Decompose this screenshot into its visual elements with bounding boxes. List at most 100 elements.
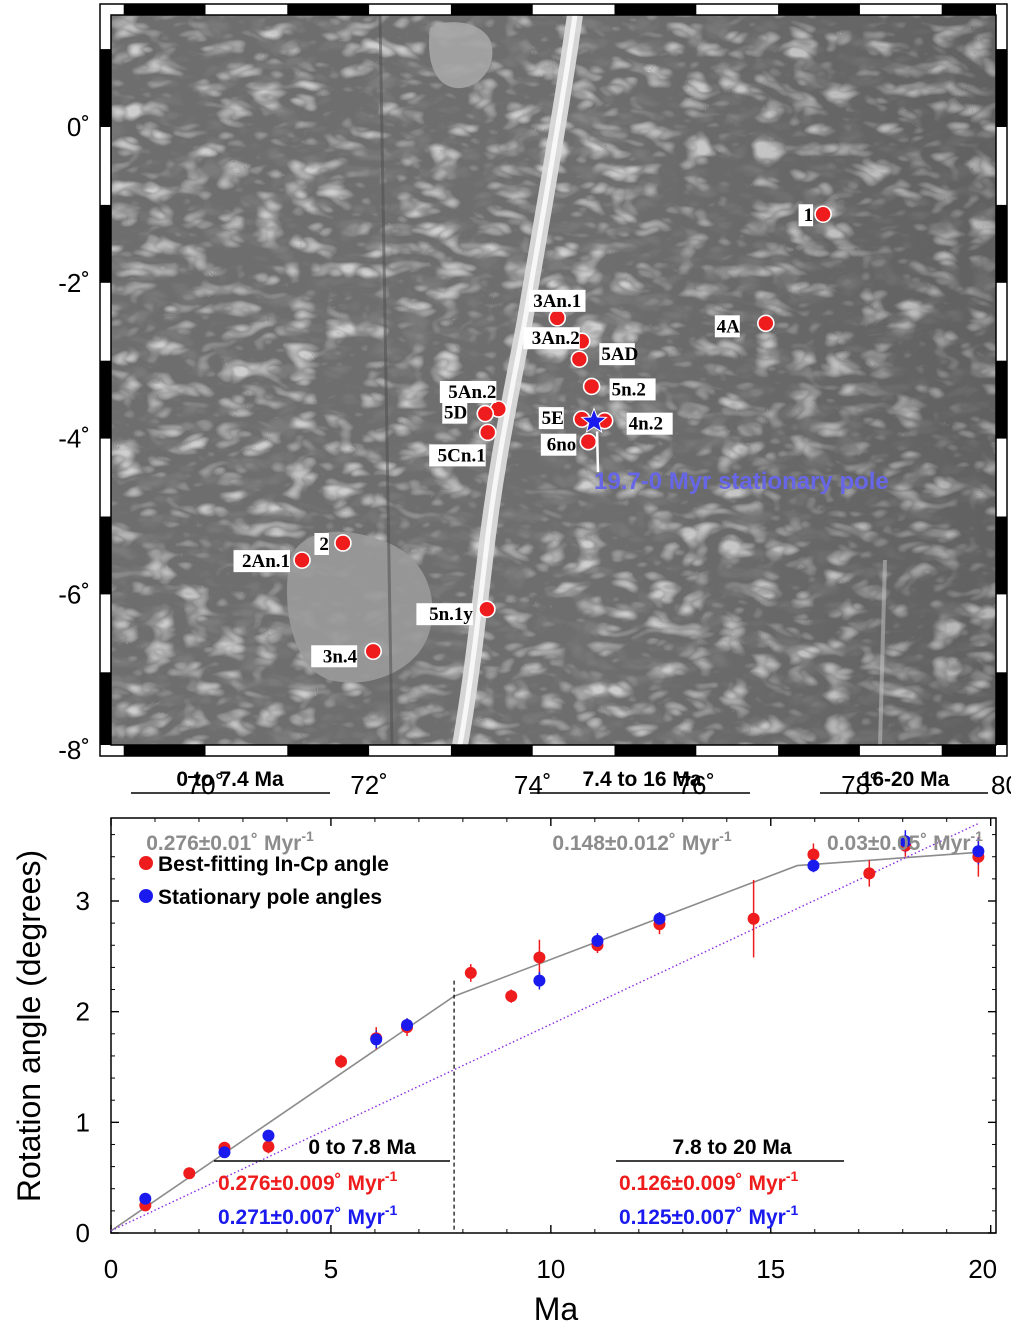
- annotation-rate: 0.03±0.05˚ Myr-1: [827, 828, 983, 855]
- site-label-bg: [540, 433, 577, 456]
- site-label: 5AD: [601, 344, 638, 365]
- x-tick-label: 5: [324, 1254, 338, 1284]
- annotation-title: 7.4 to 16 Ma: [582, 768, 701, 791]
- chart-points: [139, 830, 985, 1212]
- data-point: [370, 1033, 383, 1046]
- map-lat-tick-labels: 0˚ -2˚ -4˚ -6˚ -8˚: [58, 112, 90, 765]
- site-label: 5E: [542, 408, 564, 429]
- frame-tick-top: [614, 4, 697, 15]
- y-tick-label: 2: [76, 997, 90, 1027]
- site-label: 4A: [717, 316, 741, 337]
- map-lon-tick: 72˚: [350, 770, 388, 800]
- site-marker: [582, 377, 601, 396]
- frame-tick-left: [100, 516, 111, 595]
- map-sites: 1 3An.1 4A 3An.2 5AD 5n.2 5An.25D 5E 4n.2 5Cn.1 6n…: [233, 204, 832, 668]
- rate-annotation: 0 to 7.8 Ma 0.276±0.009˚ Myr-1 0.271±0.007…: [214, 1136, 450, 1229]
- data-point: [183, 1167, 196, 1180]
- site-label: 3An.2: [532, 328, 580, 349]
- annotation-rate: 0.271±0.007˚ Myr-1: [218, 1202, 397, 1229]
- data-point: [218, 1146, 231, 1159]
- y-tick-label: 1: [76, 1107, 90, 1137]
- site-label-bg: [626, 412, 673, 435]
- site-label-bg: [523, 327, 580, 350]
- site-label: 5n.1y: [429, 604, 473, 625]
- site-label: 1: [804, 205, 814, 226]
- map-lat-tick: 0˚: [67, 112, 90, 142]
- legend-marker-blue: [139, 889, 153, 903]
- frame-tick-bottom: [778, 745, 860, 756]
- site-label-bg: [429, 444, 486, 467]
- map-lat-tick: -4˚: [58, 424, 90, 454]
- legend-marker-red: [139, 856, 153, 870]
- site-marker: [293, 551, 311, 569]
- data-point: [747, 912, 760, 925]
- site-label: 5n.2: [612, 379, 646, 400]
- seamount-patch: [429, 22, 493, 89]
- data-point: [899, 835, 912, 848]
- data-point: [262, 1140, 275, 1153]
- map-relief: [111, 15, 996, 745]
- linear-fit-line: [110, 822, 979, 1232]
- annotation-title: 16-20 Ma: [861, 768, 950, 791]
- frame-tick-right: [996, 516, 1007, 595]
- stationary-pole: 19.7-0 Myr stationary pole: [580, 407, 889, 495]
- site-marker: [476, 404, 495, 423]
- frame-tick-right: [996, 360, 1007, 439]
- site-label-bg: [233, 550, 291, 573]
- fracture-zone: [878, 559, 887, 745]
- frame-tick-right: [996, 49, 1007, 127]
- data-point: [533, 951, 546, 964]
- data-point: [401, 1018, 414, 1031]
- data-point: [533, 974, 546, 987]
- frame-tick-bottom: [450, 745, 533, 756]
- frame-tick-bottom: [614, 745, 697, 756]
- site-marker: [478, 423, 497, 442]
- rotation-chart: 0 5 10 15 20 0 1 2 3 Ma Rotation angle (degrees)…: [11, 768, 997, 1327]
- map-lon-tick: 80: [991, 770, 1011, 800]
- map-lat-tick: -8˚: [58, 735, 90, 765]
- frame-tick-bottom: [941, 745, 996, 756]
- y-tick-label: 3: [76, 886, 90, 916]
- data-point: [863, 867, 876, 880]
- ridge-crest: [457, 15, 578, 745]
- site-label: 2An.1: [242, 551, 290, 572]
- data-point: [807, 859, 820, 872]
- site-label: 5D: [444, 403, 467, 424]
- frame-tick-right: [996, 672, 1007, 745]
- site-label-bg: [714, 315, 740, 338]
- fracture-zone: [378, 15, 394, 745]
- data-point: [505, 990, 518, 1003]
- rate-annotation: 16-20 Ma 0.03±0.05˚ Myr-1: [820, 768, 988, 855]
- rate-annotation: 7.4 to 16 Ma 0.148±0.012˚ Myr-1: [530, 768, 750, 855]
- map-lon-tick: 70˚: [187, 770, 225, 800]
- frame-tick-top: [941, 4, 996, 15]
- site-label-bg: [311, 645, 358, 668]
- chart-legend: Best-fitting In-Cp angle Stationary pole…: [139, 853, 389, 909]
- chart-frame: [110, 817, 997, 1234]
- rate-annotation: 7.8 to 20 Ma 0.126±0.009˚ Myr-1 0.125±0.00…: [616, 1136, 844, 1229]
- site-marker: [570, 350, 589, 368]
- site-label: 3An.1: [533, 291, 581, 312]
- site-label-bg: [439, 380, 497, 403]
- site-label-bg: [538, 407, 564, 430]
- data-point: [335, 1055, 348, 1068]
- piecewise-fit-line: [110, 851, 979, 1232]
- x-tick-label: 15: [756, 1254, 785, 1284]
- x-tick-label: 0: [104, 1254, 118, 1284]
- site-marker: [478, 600, 496, 619]
- site-label: 6no: [547, 435, 577, 456]
- site-label-bg: [314, 532, 329, 555]
- site-label: 5Cn.1: [438, 445, 486, 466]
- annotation-title: 0 to 7.4 Ma: [176, 768, 284, 791]
- site-label-bg: [599, 343, 635, 366]
- data-point: [262, 1129, 275, 1142]
- frame-tick-top: [123, 4, 206, 15]
- annotation-title: 7.8 to 20 Ma: [672, 1136, 791, 1159]
- site-marker: [814, 205, 832, 224]
- bathymetry-map: 70˚ 72˚ 74˚ 76˚ 78˚ 80 0˚ -2˚ -4˚ -6˚ -8˚ 1 3An.1 4…: [58, 3, 1011, 800]
- map-lon-tick-labels: 70˚ 72˚ 74˚ 76˚ 78˚ 80: [187, 770, 1011, 800]
- frame-tick-left: [100, 672, 111, 745]
- y-axis-title: Rotation angle (degrees): [11, 850, 47, 1202]
- site-label-bg: [798, 204, 814, 227]
